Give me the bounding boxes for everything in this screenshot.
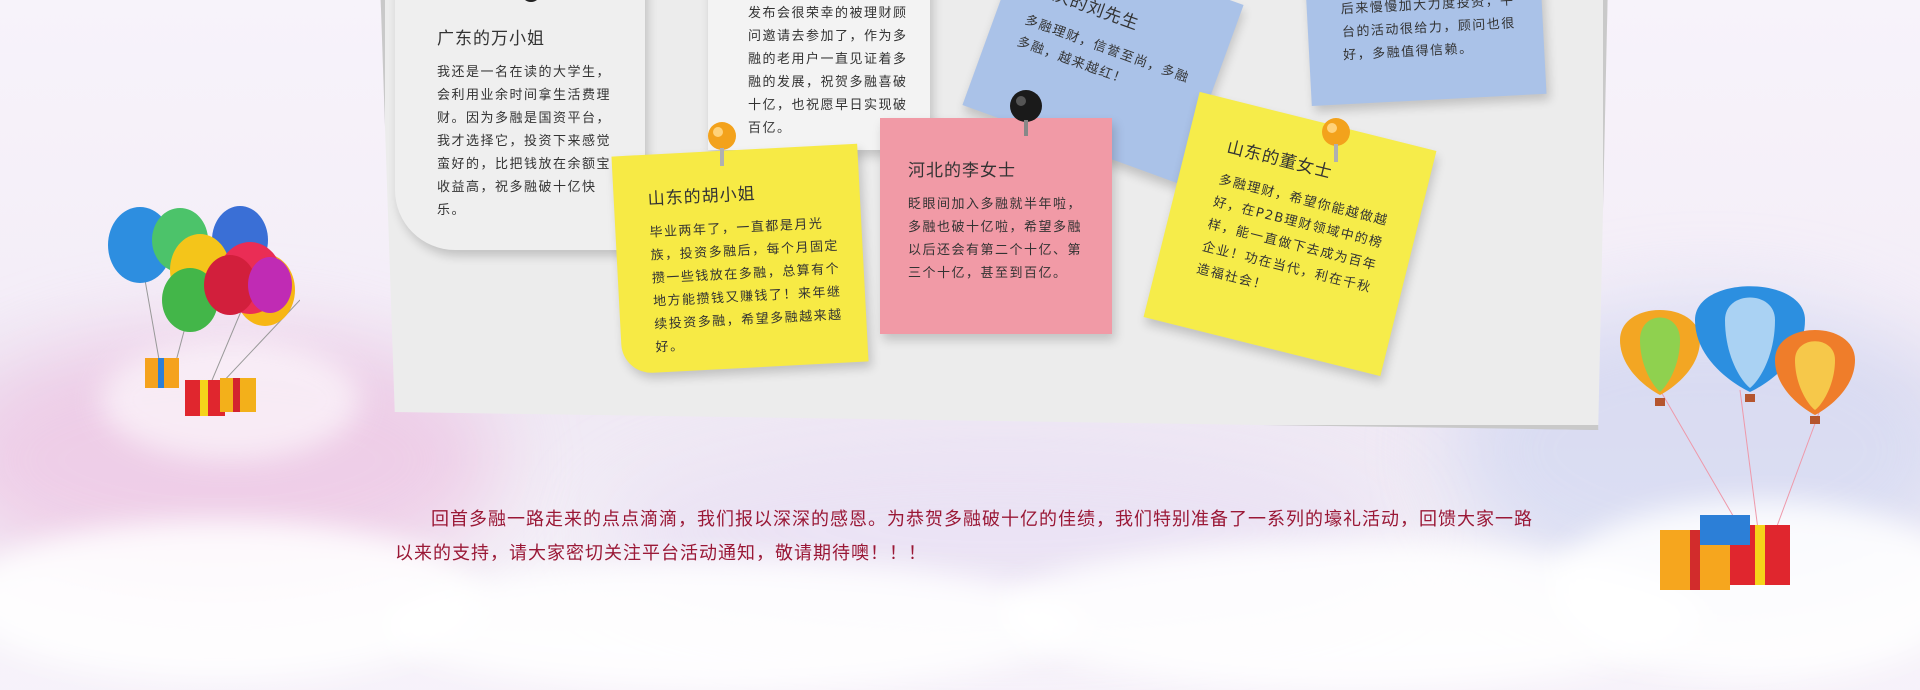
note-body: 毕业两年了，一直都是月光族，投资多融后，每个月固定攒一些钱放在多融，总算有个地方… (649, 216, 843, 356)
note-body: 眨眼间加入多融就半年啦，多融也破十亿啦，希望多融以后还会有第二个十亿、第三个十亿… (908, 197, 1083, 281)
pin-icon (702, 120, 738, 172)
note-hebei-li: 河北的李女士 眨眼间加入多融就半年啦，多融也破十亿啦，希望多融以后还会有第二个十… (880, 118, 1112, 334)
pin-icon (1316, 116, 1352, 168)
balloon-gift-icon (108, 206, 300, 416)
pin-icon (1004, 88, 1042, 140)
note-guangdong-wan: 广东的万小姐 我还是一名在读的大学生，会利用业余时间拿生活费理财。因为多融是国资… (395, 0, 645, 250)
note-shandong-hu: 山东的胡小姐 毕业两年了，一直都是月光族，投资多融后，每个月固定攒一些钱放在多融… (611, 143, 869, 375)
cloud (380, 560, 1080, 690)
note-body: 后来慢慢加大力度投资，平台的活动很给力，顾问也很好，多融值得信赖。 (1340, 0, 1517, 64)
hot-air-balloon-icon (1620, 286, 1855, 590)
note-body: 发布会很荣幸的被理财顾问邀请去参加了，作为多融的老用户一直见证着多融的发展，祝贺… (748, 6, 908, 136)
note-title: 山东的胡小姐 (647, 184, 757, 210)
note-body: 我还是一名在读的大学生，会利用业余时间拿生活费理财。因为多融是国资平台，我才选择… (437, 65, 612, 218)
note-title: 河北的李女士 (908, 161, 1016, 181)
pin-icon (516, 0, 552, 34)
footer-message: 回首多融一路走来的点点滴滴，我们报以深深的感恩。为恭贺多融破十亿的佳绩，我们特别… (395, 509, 1533, 564)
note-title: 广东的万小姐 (437, 29, 545, 49)
note-platform-activity: 后来慢慢加大力度投资，平台的活动很给力，顾问也很好，多融值得信赖。 (1304, 0, 1547, 107)
